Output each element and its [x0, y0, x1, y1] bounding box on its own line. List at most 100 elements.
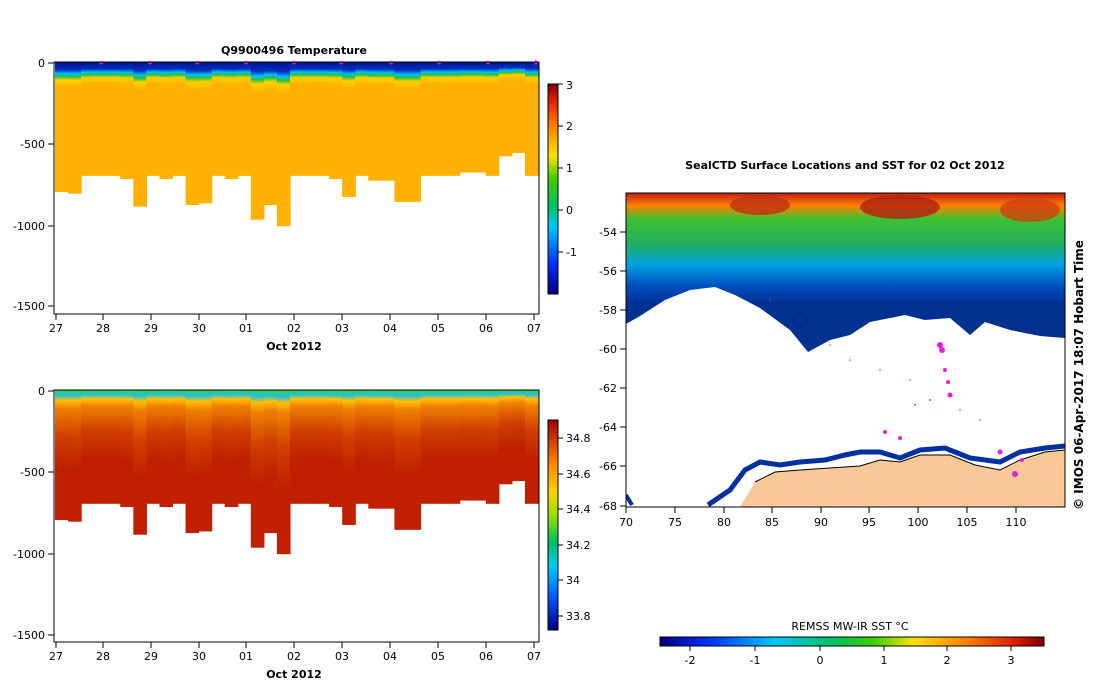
y-tick-label: 0: [38, 57, 45, 70]
profile-column: [342, 390, 356, 525]
profile-column: [172, 62, 187, 176]
sst-ocean-region: [626, 193, 1065, 352]
profile-column: [524, 390, 539, 504]
profile-column: [433, 62, 448, 176]
profile-column: [472, 62, 487, 173]
profile-column: [511, 390, 526, 482]
temperature-title: Q9900496 Temperature: [221, 44, 367, 57]
colorbar-tick-label: 34.8: [566, 432, 591, 445]
x-tick-label: 03: [335, 322, 349, 335]
y-tick-label: -1500: [13, 300, 45, 313]
profile-column: [146, 390, 161, 504]
profile-column: [68, 62, 82, 194]
profile-column: [381, 390, 395, 509]
lat-tick-label: -64: [599, 421, 617, 434]
x-tick-label: 07: [527, 322, 541, 335]
salinity-y-axis: 0 -500 -1000 -1500: [13, 385, 54, 642]
lon-tick-label: 80: [717, 516, 731, 529]
profile-column: [303, 62, 317, 176]
profile-column: [289, 390, 304, 504]
lat-tick-label: -68: [599, 500, 617, 513]
x-tick-label: 06: [479, 322, 493, 335]
sst-warm-patch: [730, 195, 790, 215]
colorbar-tick-label: 0: [566, 204, 573, 217]
profile-column: [55, 62, 69, 193]
temperature-x-label: Oct 2012: [266, 340, 322, 353]
lon-tick-label: 90: [814, 516, 828, 529]
sst-map-frame: [625, 192, 1066, 508]
profile-column: [81, 62, 95, 176]
station-marker: ✶: [435, 59, 443, 69]
colorbar-tick-label: 1: [881, 654, 888, 667]
x-tick-label: 30: [192, 322, 206, 335]
sst-map-x-axis: 70 75 80 85 90 95 100 105 110: [619, 507, 1027, 529]
antarctica-land: [740, 450, 1065, 507]
profile-column: [211, 62, 226, 176]
profile-column: [68, 390, 82, 522]
y-tick-label: -500: [20, 138, 45, 151]
x-tick-label: 06: [479, 650, 493, 663]
profile-column: [237, 62, 252, 176]
sst-map-title: SealCTD Surface Locations and SST for 02…: [685, 159, 1005, 172]
colorbar-tick-label: 3: [1008, 654, 1015, 667]
profile-column: [185, 390, 200, 534]
profile-column: [329, 390, 343, 508]
x-tick-label: 01: [239, 650, 253, 663]
profile-column: [120, 390, 134, 508]
x-tick-label: 04: [383, 650, 397, 663]
station-marker: ✶: [97, 59, 105, 69]
profile-column: [133, 62, 147, 207]
station-marker: ✶: [290, 59, 298, 69]
sst-colorbar: REMSS MW-IR SST °C -2 -1 0 1 2 3: [659, 620, 1045, 667]
lat-tick-label: -58: [599, 304, 617, 317]
profile-column: [446, 390, 461, 504]
profile-column: [159, 62, 174, 180]
coastline: [754, 449, 1065, 483]
profile-column: [316, 390, 330, 504]
x-tick-label: 03: [335, 650, 349, 663]
profile-column: [407, 62, 422, 202]
x-tick-label: 05: [431, 650, 445, 663]
colorbar-tick-label: 0: [817, 654, 824, 667]
colorbar-tick-label: 3: [566, 79, 573, 92]
profile-column: [185, 62, 200, 206]
lon-tick-label: 110: [1006, 516, 1027, 529]
profile-column: [81, 390, 95, 504]
profile-column: [368, 390, 382, 509]
temperature-x-axis: 27 28 29 30 01 02 03 04 05 06 07 Oct 201…: [49, 314, 541, 353]
colorbar-tick-label: 2: [944, 654, 951, 667]
x-tick-label: 07: [527, 650, 541, 663]
colorbar-tick-label: 34: [566, 574, 580, 587]
profile-column: [498, 62, 513, 157]
lon-tick-label: 85: [765, 516, 779, 529]
imos-credit: © IMOS 06-Apr-2017 18:07 Hobart Time: [1072, 240, 1086, 510]
profile-column: [472, 390, 487, 501]
profile-column: [224, 62, 239, 180]
x-tick-label: 29: [144, 650, 158, 663]
station-marker: ✶: [242, 59, 250, 69]
station-marker: ✶: [484, 59, 492, 69]
profile-column: [420, 62, 435, 176]
profile-column: [485, 62, 500, 176]
x-tick-label: 01: [239, 322, 253, 335]
temperature-profiles: [55, 62, 539, 227]
colorbar-tick-label: 34.4: [566, 503, 591, 516]
profile-column: [237, 390, 252, 504]
profile-column: [355, 390, 369, 504]
temperature-plot-frame: [53, 61, 540, 315]
colorbar-tick-label: 34.2: [566, 539, 591, 552]
station-marker: ✦: [532, 58, 540, 69]
station-marker: ✶: [337, 59, 345, 69]
profile-column: [120, 62, 134, 180]
colorbar-tick-label: -1: [750, 654, 761, 667]
profile-column: [342, 62, 356, 197]
profile-column: [446, 62, 461, 176]
profile-column: [276, 390, 291, 555]
x-tick-label: 02: [287, 322, 301, 335]
lon-tick-label: 75: [668, 516, 682, 529]
salinity-panel: 0 -500 -1000 -1500 27 28 29 30 01 02 03 …: [13, 385, 590, 681]
sst-warm-patch: [1000, 198, 1060, 222]
sst-field: [626, 193, 1065, 507]
profile-column: [289, 62, 304, 176]
